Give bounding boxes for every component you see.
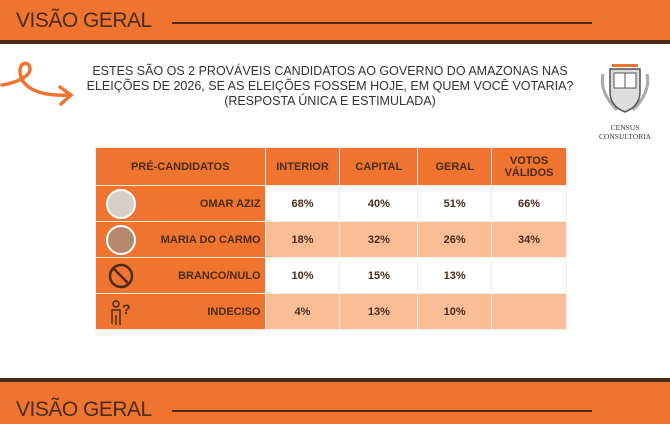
cell: 68% (264, 185, 341, 222)
cell: 15% (339, 257, 419, 294)
table-header: PRÉ-CANDIDATOS INTERIOR CAPITAL GERAL VO… (95, 147, 567, 186)
col-header: VOTOS VÁLIDOS (491, 147, 567, 186)
col-header: PRÉ-CANDIDATOS (95, 147, 266, 186)
candidate-photo (106, 225, 136, 255)
undecided-person-icon: ? (111, 300, 131, 325)
row-label: BRANCO/NULO (178, 269, 261, 282)
candidate-photo (106, 189, 136, 219)
results-table: PRÉ-CANDIDATOS INTERIOR CAPITAL GERAL VO… (95, 147, 567, 330)
prohibited-icon (108, 263, 134, 289)
cell: 4% (264, 293, 341, 330)
question-text: ESTES SÃO OS 2 PROVÁVEIS CANDIDATOS AO G… (86, 64, 574, 108)
cell: 26% (417, 221, 493, 258)
cell: 51% (417, 185, 493, 222)
footer-bar: VISÃO GERAL (0, 378, 670, 424)
arrow-icon (0, 61, 74, 106)
svg-text:?: ? (122, 301, 131, 317)
cell: 40% (339, 185, 419, 222)
col-header: CAPITAL (339, 147, 419, 186)
census-logo: CENSUS CONSULTORIA (585, 62, 665, 141)
header-title: VISÃO GERAL (16, 9, 152, 32)
logo-text: CENSUS CONSULTORIA (598, 123, 652, 141)
cell (491, 257, 567, 294)
cell: 18% (264, 221, 341, 258)
cell: 34% (491, 221, 567, 258)
table-row: OMAR AZIZ 68% 40% 51% 66% (95, 185, 567, 222)
cell: 13% (339, 293, 419, 330)
row-label: OMAR AZIZ (199, 197, 261, 210)
row-label: MARIA DO CARMO (160, 233, 261, 246)
divider (172, 410, 592, 412)
cell: 32% (339, 221, 419, 258)
cell: 10% (417, 293, 493, 330)
cell: 10% (264, 257, 341, 294)
header-bar: VISÃO GERAL (0, 0, 670, 44)
table-row: ? INDECISO 4% 13% 10% (95, 293, 567, 330)
divider (172, 22, 592, 24)
row-label: INDECISO (207, 305, 261, 318)
cell: 13% (417, 257, 493, 294)
cell (491, 293, 567, 330)
col-header: INTERIOR (264, 147, 341, 186)
footer-title: VISÃO GERAL (16, 398, 152, 421)
table-row: BRANCO/NULO 10% 15% 13% (95, 257, 567, 294)
table-row: MARIA DO CARMO 18% 32% 26% 34% (95, 221, 567, 258)
col-header: GERAL (417, 147, 493, 186)
cell: 66% (491, 185, 567, 222)
